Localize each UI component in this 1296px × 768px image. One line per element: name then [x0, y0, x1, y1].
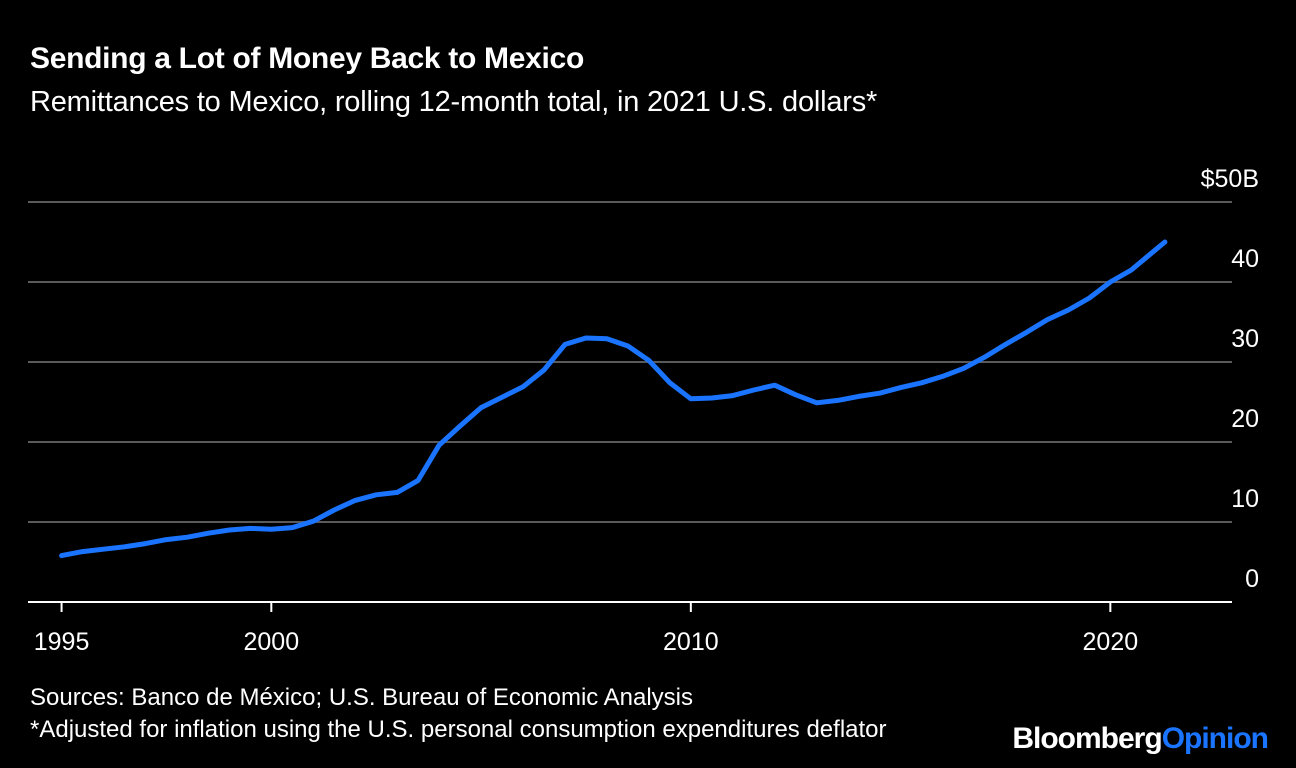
y-tick-label: 0 [1245, 565, 1259, 593]
brand-logo-part2: Opinion [1161, 722, 1269, 755]
y-tick-label: $50B [1201, 165, 1259, 193]
sources-note: Sources: Banco de México; U.S. Bureau of… [30, 684, 693, 711]
series-line-0 [59, 239, 1168, 559]
x-tick-label: 2020 [1083, 628, 1139, 656]
chart-subtitle: Remittances to Mexico, rolling 12-month … [30, 86, 878, 118]
brand-logo-part1: Bloomberg [1012, 722, 1162, 755]
brand-logo: BloombergOpinion [1006, 722, 1269, 756]
footnote: *Adjusted for inflation using the U.S. p… [30, 716, 887, 743]
chart-title: Sending a Lot of Money Back to Mexico [30, 42, 584, 75]
y-tick-label: 20 [1231, 405, 1259, 433]
y-tick-label: 30 [1231, 325, 1259, 353]
x-tick-label: 1995 [34, 628, 90, 656]
x-tick-label: 2000 [244, 628, 300, 656]
x-tick-label: 2010 [663, 628, 719, 656]
y-tick-label: 10 [1231, 485, 1259, 513]
y-tick-label: 40 [1231, 245, 1259, 273]
